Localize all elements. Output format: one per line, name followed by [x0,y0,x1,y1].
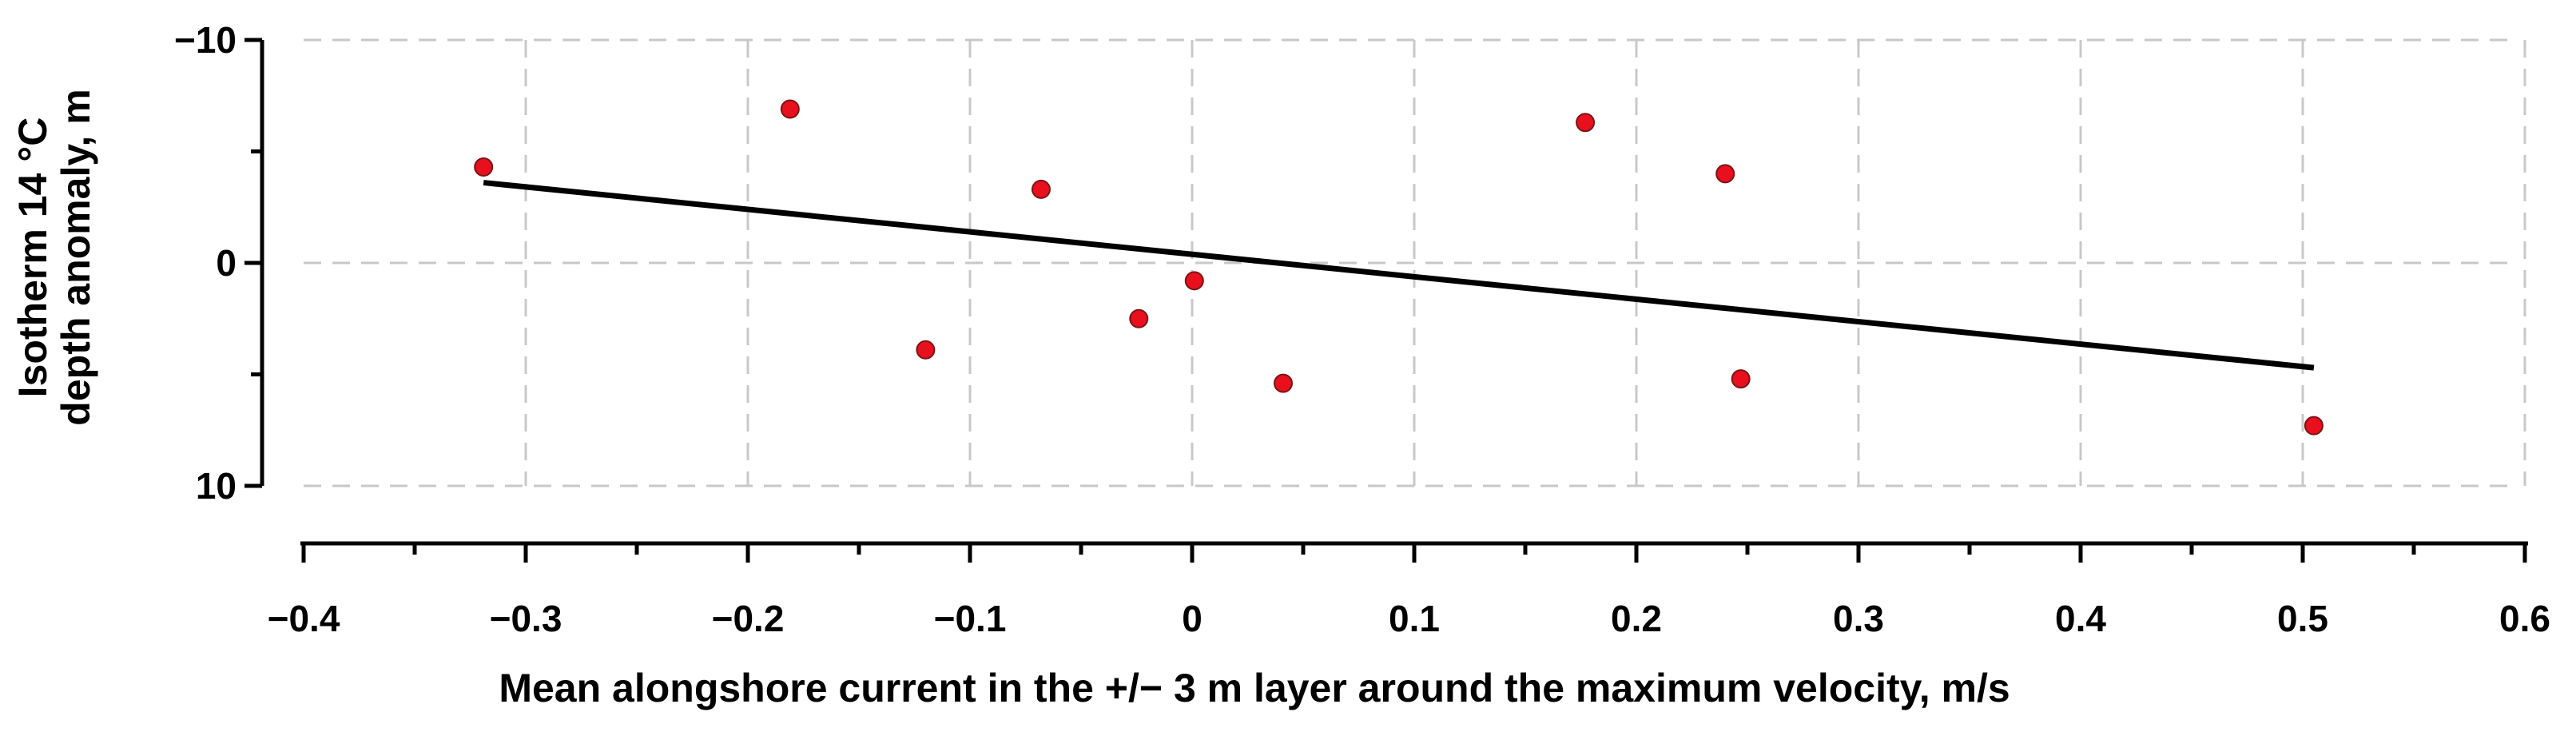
y-tick-label: 0 [216,242,237,284]
data-point [1129,308,1149,328]
y-axis-title: Isotherm 14 °C depth anomaly, m [10,89,98,425]
x-tick-label: −0.4 [268,598,340,639]
x-tick-label: 0.3 [1833,598,1884,639]
x-axis: −0.4 −0.3 −0.2 −0.1 0 0.1 0.2 0.3 0.4 0.5 0.6 [268,541,2550,639]
data-point [1273,373,1293,393]
data-point [1715,164,1735,184]
data-points [474,99,2324,436]
x-tick-label: −0.1 [934,598,1007,639]
x-tick-label: −0.3 [490,598,563,639]
data-point [2304,416,2324,436]
y-axis-title-line2: depth anomaly, m [54,89,98,425]
data-point [1576,113,1596,133]
data-point [780,99,800,119]
grid-lines [304,38,2526,487]
data-point [916,340,936,360]
trend-line [483,180,2315,371]
y-tick-label: −10 [174,19,237,61]
data-point [1031,179,1051,199]
y-axis-title-line1: Isotherm 14 °C [10,117,55,398]
x-tick-label: 0 [1182,598,1203,639]
data-point [1184,271,1204,291]
data-point [1731,369,1751,389]
x-tick-label: 0.4 [2055,598,2106,639]
x-tick-label: 0.5 [2277,598,2328,639]
x-tick-label: 0.6 [2499,598,2550,639]
x-tick-label: −0.2 [712,598,785,639]
x-axis-title: Mean alongshore current in the +/− 3 m l… [499,666,2010,710]
x-tick-label: 0.1 [1389,598,1440,639]
y-axis: −10 0 10 [174,19,264,507]
trend-line-group [483,180,2315,371]
x-tick-label: 0.2 [1611,598,1662,639]
data-point [474,157,494,177]
y-tick-label: 10 [196,465,237,507]
